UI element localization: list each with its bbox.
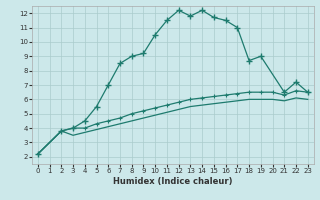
X-axis label: Humidex (Indice chaleur): Humidex (Indice chaleur) [113,177,233,186]
